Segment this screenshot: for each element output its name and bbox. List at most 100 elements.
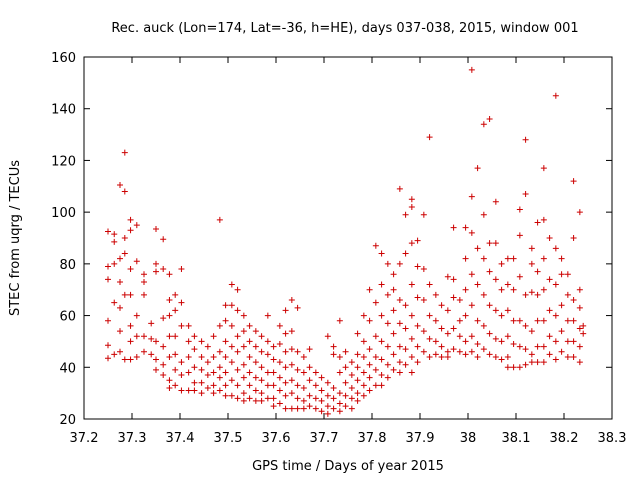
data-point bbox=[185, 322, 192, 329]
data-point bbox=[198, 338, 205, 345]
data-point bbox=[252, 387, 259, 394]
data-point bbox=[414, 359, 421, 366]
data-point bbox=[185, 353, 192, 360]
data-point bbox=[426, 281, 433, 288]
plot-frame bbox=[83, 56, 613, 420]
data-point bbox=[540, 317, 547, 324]
data-point bbox=[516, 317, 523, 324]
data-point bbox=[141, 348, 147, 355]
data-point bbox=[486, 116, 493, 123]
data-point bbox=[510, 317, 517, 324]
data-point bbox=[558, 255, 565, 262]
data-point bbox=[141, 291, 147, 298]
data-point bbox=[348, 395, 355, 402]
data-point bbox=[222, 353, 229, 360]
data-point bbox=[498, 356, 505, 363]
data-point bbox=[540, 343, 547, 350]
data-point bbox=[504, 255, 511, 262]
data-point bbox=[153, 268, 159, 275]
data-point bbox=[504, 333, 511, 340]
data-point bbox=[117, 348, 123, 355]
data-point bbox=[402, 325, 409, 332]
data-point bbox=[426, 134, 433, 141]
x-tick-label: 38.3 bbox=[598, 431, 627, 446]
data-point bbox=[234, 348, 241, 355]
data-point bbox=[384, 361, 391, 368]
data-point bbox=[330, 395, 337, 402]
data-point bbox=[444, 307, 451, 314]
data-point bbox=[420, 266, 427, 273]
data-point bbox=[360, 382, 367, 389]
data-point bbox=[408, 203, 415, 210]
data-point bbox=[480, 346, 487, 353]
data-point bbox=[396, 359, 403, 366]
data-point bbox=[564, 271, 571, 278]
data-point bbox=[528, 351, 535, 358]
data-point bbox=[111, 299, 118, 306]
data-point bbox=[228, 392, 235, 399]
data-point bbox=[324, 333, 331, 340]
data-point bbox=[121, 291, 128, 298]
data-point bbox=[330, 384, 337, 391]
data-point bbox=[360, 369, 367, 376]
data-point bbox=[342, 379, 349, 386]
data-point bbox=[540, 255, 547, 262]
data-point bbox=[264, 351, 271, 358]
data-point bbox=[246, 382, 253, 389]
data-point bbox=[480, 322, 487, 329]
data-point bbox=[384, 320, 391, 327]
data-point bbox=[534, 291, 541, 298]
x-tick-label: 37.2 bbox=[70, 431, 99, 446]
data-point bbox=[160, 361, 167, 368]
data-point bbox=[282, 405, 289, 412]
data-point bbox=[222, 338, 229, 345]
data-point bbox=[540, 216, 547, 223]
data-point bbox=[282, 392, 289, 399]
x-tick-label: 37.5 bbox=[214, 431, 243, 446]
data-point bbox=[204, 372, 211, 379]
data-point bbox=[480, 121, 487, 128]
data-point bbox=[172, 291, 179, 298]
data-point bbox=[121, 356, 128, 363]
data-point bbox=[510, 255, 517, 262]
data-point bbox=[528, 289, 535, 296]
data-point bbox=[153, 260, 159, 267]
data-point bbox=[390, 351, 397, 358]
data-point bbox=[522, 136, 529, 143]
data-point bbox=[468, 229, 475, 236]
data-point bbox=[228, 322, 235, 329]
data-point bbox=[264, 382, 271, 389]
data-point bbox=[540, 286, 547, 293]
data-point bbox=[456, 348, 463, 355]
data-point bbox=[111, 351, 118, 358]
x-tick-label: 37.7 bbox=[310, 431, 339, 446]
data-point bbox=[246, 395, 253, 402]
data-point bbox=[438, 353, 445, 360]
data-point bbox=[270, 369, 277, 376]
data-point bbox=[264, 338, 271, 345]
data-point bbox=[492, 276, 499, 283]
data-point bbox=[408, 353, 415, 360]
data-point bbox=[510, 364, 517, 371]
data-point bbox=[552, 281, 559, 288]
data-point bbox=[396, 185, 403, 192]
data-point bbox=[160, 372, 167, 379]
data-point bbox=[384, 374, 391, 381]
data-point bbox=[185, 387, 192, 394]
data-point bbox=[105, 276, 111, 283]
data-point bbox=[172, 382, 179, 389]
data-point bbox=[504, 353, 511, 360]
data-point bbox=[166, 271, 173, 278]
data-point bbox=[222, 382, 229, 389]
data-point bbox=[480, 255, 487, 262]
data-point bbox=[258, 390, 265, 397]
data-point bbox=[354, 397, 361, 404]
data-point bbox=[354, 390, 361, 397]
data-point bbox=[166, 377, 173, 384]
data-point bbox=[426, 353, 433, 360]
data-point bbox=[468, 348, 475, 355]
data-point bbox=[546, 235, 553, 241]
data-point bbox=[276, 322, 283, 329]
data-point bbox=[300, 397, 307, 404]
